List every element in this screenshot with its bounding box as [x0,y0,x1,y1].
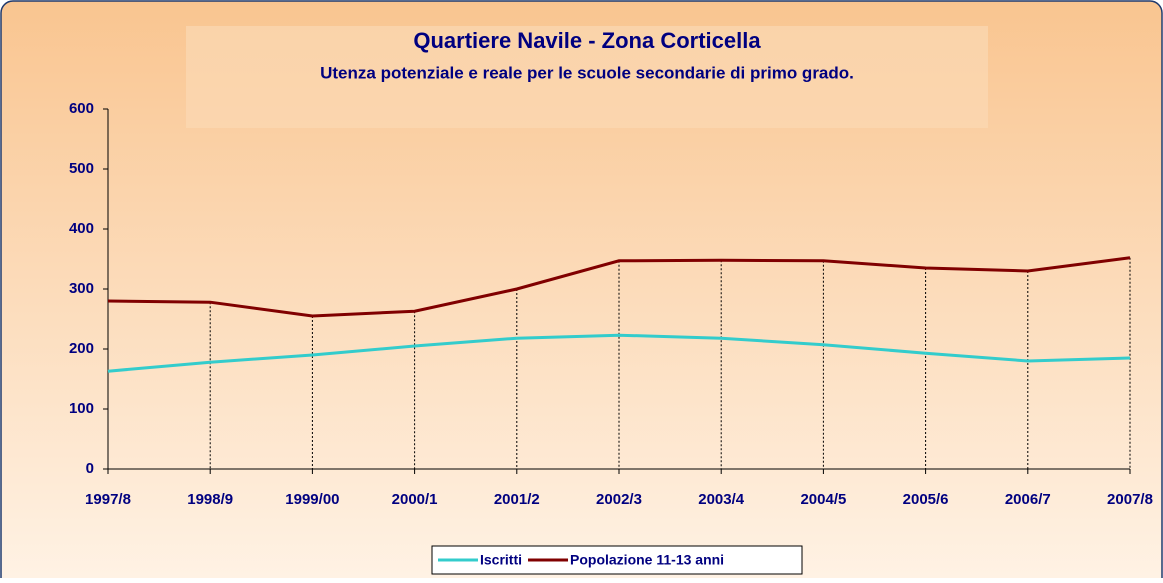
x-tick-label: 2001/2 [494,491,540,508]
y-tick-label: 0 [86,460,94,477]
y-tick-label: 200 [69,340,94,357]
x-tick-label: 1999/00 [285,491,339,508]
y-tick-label: 500 [69,160,94,177]
x-tick-label: 2000/1 [392,491,438,508]
x-tick-label: 2007/8 [1107,491,1153,508]
x-tick-label: 2002/3 [596,491,642,508]
chart-subtitle: Utenza potenziale e reale per le scuole … [320,63,854,82]
title-box [186,26,988,128]
legend: Iscritti Popolazione 11-13 anni [438,552,724,568]
chart-title: Quartiere Navile - Zona Corticella [413,28,761,53]
x-tick-label: 2006/7 [1005,491,1051,508]
y-tick-label: 100 [69,400,94,417]
y-tick-label: 600 [69,100,94,117]
y-tick-label: 300 [69,280,94,297]
x-tick-label: 1997/8 [85,491,131,508]
legend-label: Iscritti [480,552,522,568]
x-tick-label: 2003/4 [698,491,745,508]
line-series [107,333,1131,373]
legend-label: Popolazione 11-13 anni [570,552,724,568]
x-tick-label: 1998/9 [187,491,233,508]
line-series [107,256,1131,318]
x-tick-label: 2004/5 [800,491,846,508]
x-tick-label: 2005/6 [903,491,949,508]
y-tick-label: 400 [69,220,94,237]
legend-box [431,545,803,575]
